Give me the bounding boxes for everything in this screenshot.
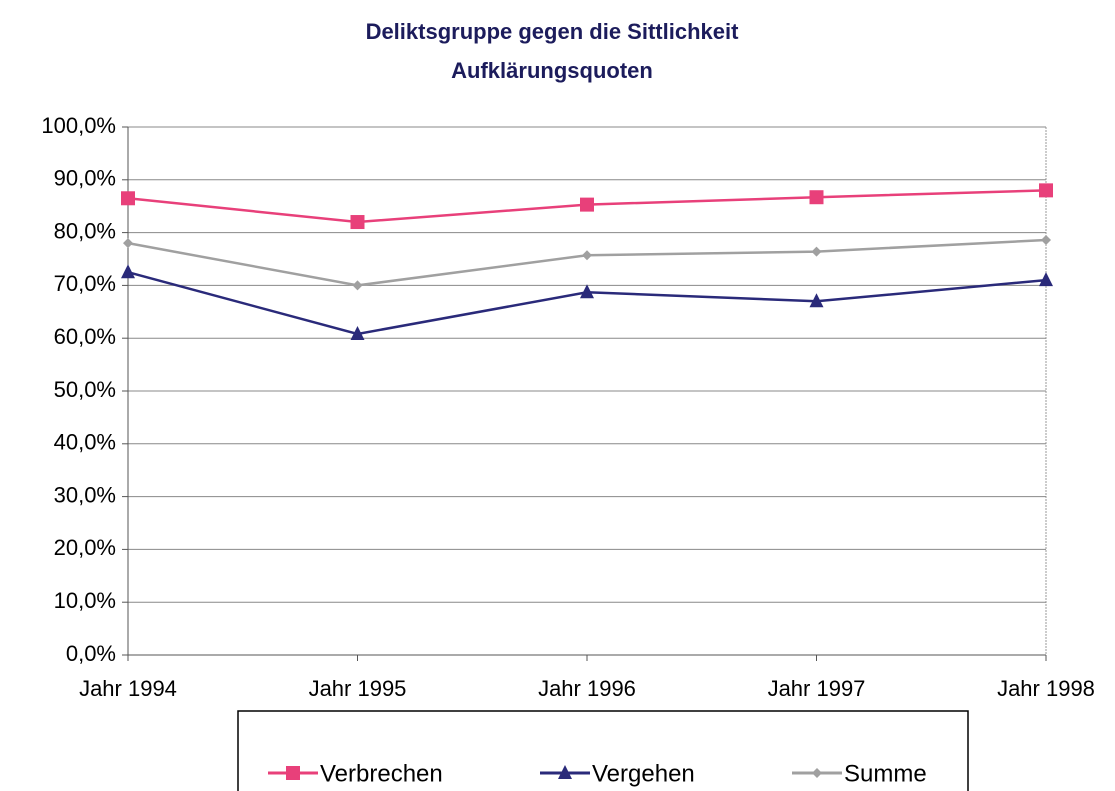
data-point <box>121 191 135 206</box>
data-point <box>1039 272 1053 287</box>
data-point <box>350 215 365 230</box>
data-point <box>121 264 135 279</box>
data-point <box>580 197 594 212</box>
x-tick-label: Jahr 1994 <box>79 676 177 701</box>
y-tick-label: 90,0% <box>54 166 116 191</box>
y-tick-label: 20,0% <box>54 535 116 560</box>
data-point <box>352 280 363 291</box>
x-tick-label: Jahr 1996 <box>538 676 636 701</box>
y-tick-label: 50,0% <box>54 377 116 402</box>
y-tick-label: 100,0% <box>41 113 116 138</box>
legend-box <box>237 710 969 791</box>
y-tick-label: 80,0% <box>54 218 116 243</box>
y-tick-label: 0,0% <box>66 641 116 666</box>
legend-label: Vergehen <box>592 760 695 787</box>
data-point <box>580 284 594 299</box>
data-point <box>1039 183 1053 198</box>
series-line <box>127 270 1047 336</box>
legend-marker <box>558 765 572 779</box>
x-tick-label: Jahr 1997 <box>768 676 866 701</box>
data-point <box>582 250 592 261</box>
data-point <box>809 293 824 308</box>
y-tick-label: 60,0% <box>54 324 116 349</box>
series-line <box>127 238 1047 287</box>
chart-title: Deliktsgruppe gegen die Sittlichkeit <box>366 19 740 44</box>
x-tick-label: Jahr 1995 <box>309 676 407 701</box>
y-tick-label: 70,0% <box>54 271 116 296</box>
data-point <box>350 325 365 340</box>
data-point <box>809 190 824 205</box>
legend-label: Summe <box>844 760 927 787</box>
y-tick-label: 40,0% <box>54 430 116 455</box>
data-point <box>1041 234 1051 245</box>
legend-label: Verbrechen <box>320 760 443 787</box>
y-tick-label: 30,0% <box>54 482 116 507</box>
data-point <box>123 238 133 249</box>
legend-marker <box>286 766 300 780</box>
y-tick-label: 10,0% <box>54 588 116 613</box>
x-tick-label: Jahr 1998 <box>997 676 1095 701</box>
data-point <box>811 246 822 257</box>
chart-subtitle: Aufklärungsquoten <box>451 58 653 83</box>
legend-marker <box>812 768 822 778</box>
